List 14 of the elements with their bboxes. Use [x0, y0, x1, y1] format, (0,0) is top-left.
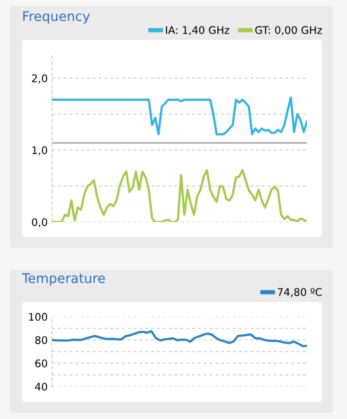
y-tick-label: 80 — [35, 336, 48, 344]
y-tick-label: 100 — [29, 312, 48, 321]
y-tick-label: 40 — [35, 382, 48, 391]
chart-title: Frequency — [23, 11, 90, 24]
y-tick-label: 0,0 — [32, 218, 48, 228]
y-tick-label: 2,0 — [32, 74, 48, 84]
legend-label: GT: 0,00 GHz — [255, 26, 322, 36]
line-series — [52, 330, 307, 348]
y-tick-label: 1,0 — [32, 146, 48, 156]
line-series — [52, 96, 307, 136]
legend-label: 74,80 ºC — [278, 288, 322, 298]
y-tick-label: 60 — [35, 359, 48, 368]
chart-title: Temperature — [22, 273, 105, 286]
legend-label: IA: 1,40 GHz — [166, 26, 230, 36]
